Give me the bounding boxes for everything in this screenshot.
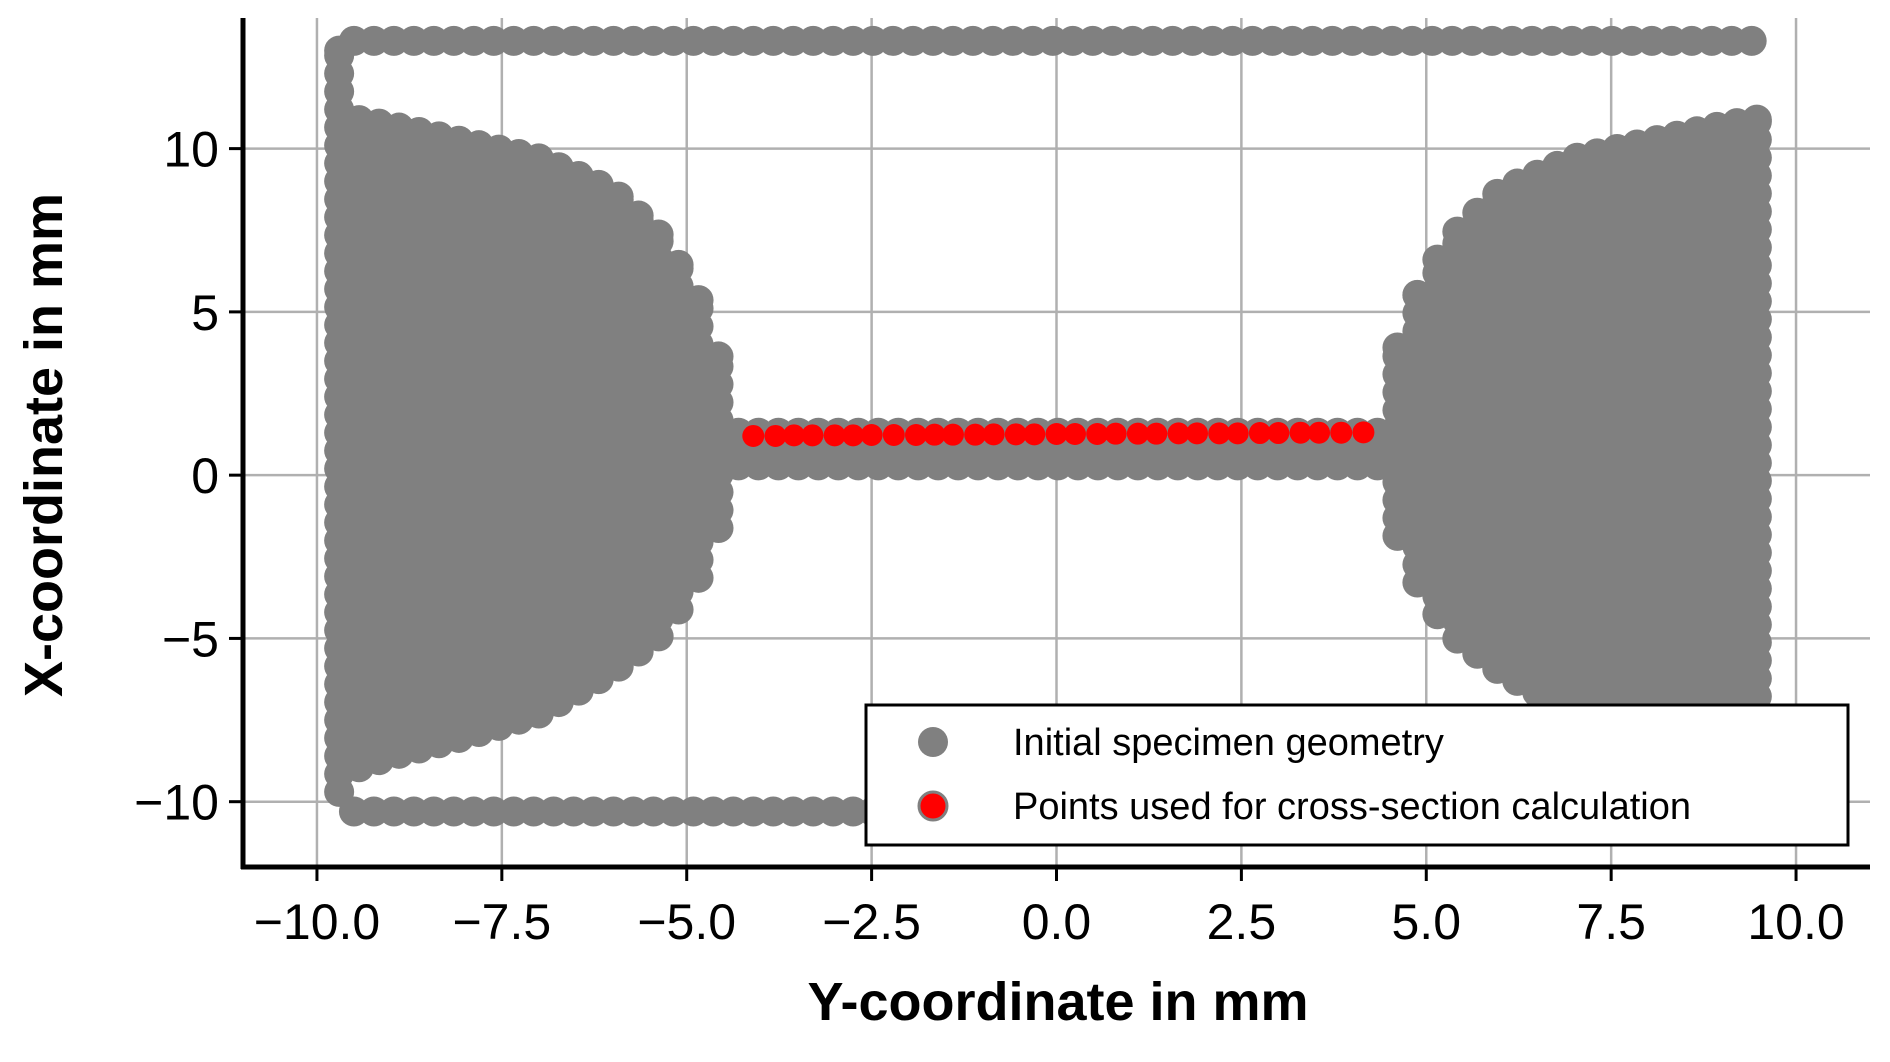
cross-section-point	[923, 423, 946, 446]
x-tick-label: 2.5	[1207, 894, 1277, 950]
y-tick-label: −5	[162, 611, 219, 667]
x-axis-label: Y-coordinate in mm	[807, 972, 1308, 1032]
cross-section-point	[1352, 421, 1375, 444]
geometry-point	[1736, 25, 1767, 56]
x-tick-label: −2.5	[822, 894, 921, 950]
x-tick-label: 5.0	[1392, 894, 1462, 950]
cross-section-point	[823, 424, 846, 447]
legend: Initial specimen geometry Points used fo…	[864, 703, 1850, 847]
legend-box	[864, 703, 1850, 847]
x-tick-label: −7.5	[452, 894, 551, 950]
cross-section-point	[882, 423, 905, 446]
legend-label-initial-geometry: Initial specimen geometry	[1013, 722, 1444, 764]
geometry-point	[663, 249, 694, 280]
y-tick-label: −10	[134, 775, 219, 831]
cross-section-point	[964, 423, 987, 446]
cross-section-point	[782, 424, 805, 447]
y-axis-label: X-coordinate in mm	[14, 193, 74, 697]
legend-marker-cross-section-points	[917, 790, 949, 822]
cross-section-point	[1248, 422, 1271, 445]
x-tick-label: 7.5	[1576, 894, 1646, 950]
cross-section-point	[1330, 421, 1353, 444]
cross-section-point	[1086, 423, 1109, 446]
cross-section-point	[801, 424, 824, 447]
geometry-point	[623, 200, 654, 231]
x-tick-label: −5.0	[637, 894, 736, 950]
cross-section-point	[1226, 422, 1249, 445]
cross-section-point	[1126, 422, 1149, 445]
geometry-point	[683, 285, 714, 316]
cross-section-point	[1208, 422, 1231, 445]
cross-section-point	[742, 424, 765, 447]
cross-section-point	[1186, 422, 1209, 445]
axes	[229, 18, 1870, 881]
geometry-point	[643, 219, 674, 250]
cross-section-point	[1289, 421, 1312, 444]
geometry-point	[603, 181, 634, 212]
geometry-point	[703, 341, 734, 372]
cross-section-point	[1308, 421, 1331, 444]
cross-section-point	[1063, 423, 1086, 446]
cross-section-point	[1145, 422, 1168, 445]
cross-section-point	[764, 424, 787, 447]
legend-label-cross-section-points: Points used for cross-section calculatio…	[1013, 786, 1691, 828]
cross-section-point	[904, 423, 927, 446]
y-tick-label: 10	[163, 122, 219, 178]
legend-marker-initial-geometry	[918, 727, 948, 757]
cross-section-point	[1104, 422, 1127, 445]
y-tick-label: 5	[191, 285, 219, 341]
cross-section-point	[842, 424, 865, 447]
cross-section-point	[1023, 423, 1046, 446]
cross-section-point	[1045, 423, 1068, 446]
x-tick-label: 10.0	[1747, 894, 1844, 950]
x-tick-label: −10.0	[254, 894, 381, 950]
y-tick-label: 0	[191, 448, 219, 504]
cross-section-points	[742, 421, 1375, 447]
geometry-point	[1741, 104, 1772, 135]
y-tick-labels: −10 −5 0 5 10	[134, 122, 219, 831]
cross-section-point	[982, 423, 1005, 446]
cross-section-point	[860, 423, 883, 446]
cross-section-point	[1267, 422, 1290, 445]
x-tick-label: 0.0	[1022, 894, 1092, 950]
initial-geometry-points	[324, 25, 1772, 827]
cross-section-point	[1167, 422, 1190, 445]
cross-section-point	[941, 423, 964, 446]
x-tick-labels: −10.0 −7.5 −5.0 −2.5 0.0 2.5 5.0 7.5 10.0	[254, 894, 1845, 950]
cross-section-point	[1004, 423, 1027, 446]
